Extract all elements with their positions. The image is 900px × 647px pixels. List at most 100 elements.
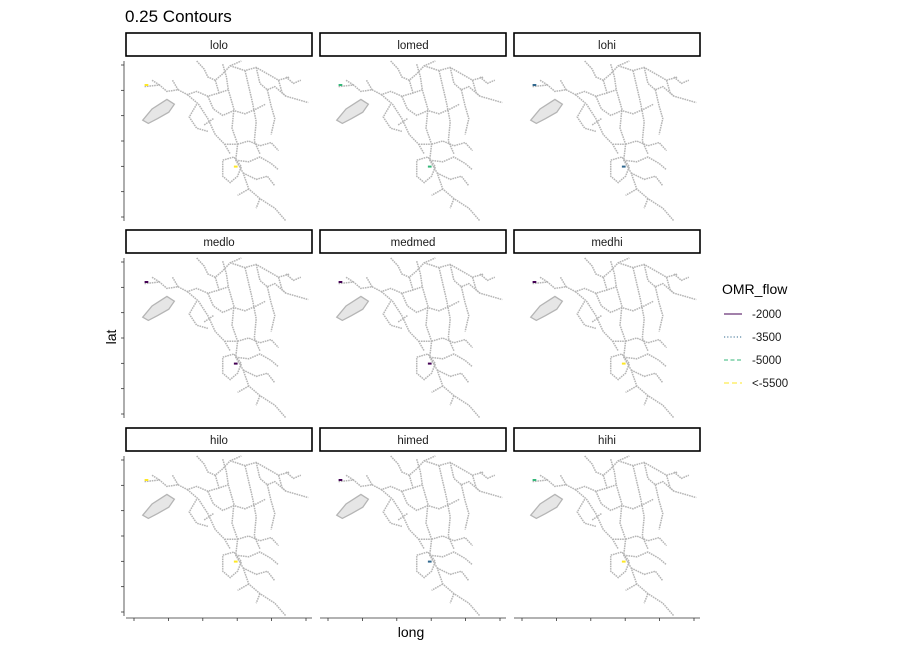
waterway-channel [228,90,286,221]
y-axis-title: lat [103,330,119,345]
waterway-channel [430,157,473,170]
waterway-channel [432,536,473,546]
waterway-channel [473,80,480,96]
waterway-channel [243,173,275,186]
waterway-channel [391,258,436,277]
x-axis [320,617,506,621]
waterway-channel [256,396,260,406]
waterway-channel [432,338,473,348]
waterway-channel [267,287,274,332]
facet-panel-hilo: hilo [121,428,312,621]
waterway-channel [346,80,353,85]
waterway-channel [383,499,402,526]
waterway-channel [367,277,373,287]
facet-label: hilo [210,435,228,447]
facet-label: hihi [598,435,616,447]
facet-strip [513,427,701,452]
waterway-channel [204,514,213,520]
waterway-channel [631,173,663,186]
delta-map [531,61,697,221]
waterway-channel [616,485,674,616]
waterway-channel [432,386,443,392]
waterway-channel [603,277,607,290]
waterway-channel [243,568,275,581]
waterway-channel [208,491,266,510]
waterway-channel [626,536,667,546]
waterway-channel [624,157,667,170]
waterway-channel [208,96,266,115]
waterway-channel [577,301,596,328]
waterway-channel [383,301,402,328]
waterway-channel [256,199,260,209]
waterway-channel [626,584,637,590]
waterway-channel [450,462,502,497]
waterway-channel [430,552,473,565]
waterway-channel [644,67,696,102]
waterway-channel [596,96,654,115]
waterway-channel [585,258,630,277]
waterway-channel [256,264,308,299]
waterway-channel [417,157,436,183]
delta-map [337,456,503,616]
waterway-channel [417,552,436,578]
waterway-channel [228,485,286,616]
waterway-channel [473,475,480,491]
waterway-channel [204,119,213,125]
waterway-channel [450,594,454,604]
waterway-channel [173,80,179,90]
waterway-channel [674,77,689,83]
facet-label: himed [397,435,428,447]
waterway-channel [189,104,208,131]
waterway-channel [437,370,469,383]
waterway-channel [644,462,696,497]
waterway-channel [596,293,654,312]
waterway-channel [533,85,617,96]
waterway-channel [398,316,407,322]
waterway-channel [461,485,468,530]
suisun-bay-shape [143,296,175,320]
waterway-channel [230,66,290,80]
waterway-channel [236,157,279,170]
waterway-channel [540,80,547,85]
facet-strip [513,229,701,254]
waterway-channel [346,475,353,480]
waterway-channel [286,274,301,280]
delta-map [337,258,503,418]
facet-panel-medhi: medhi [514,230,700,418]
waterway-channel [279,80,286,96]
waterway-channel [480,472,495,478]
legend-item: -2000 [724,309,781,321]
waterway-channel [611,354,630,380]
waterway-channel [189,499,208,526]
waterway-channel [655,287,662,332]
waterway-channel [437,173,469,186]
legend-label: -3500 [752,332,781,344]
suisun-bay-shape [337,99,369,123]
waterway-channel [626,338,667,348]
waterway-channel [644,199,648,209]
suisun-bay-shape [337,494,369,518]
waterway-channel [173,277,179,287]
waterway-channel [256,67,308,102]
waterway-channel [215,277,219,290]
legend-label: -2000 [752,309,781,321]
waterway-channel [267,90,274,135]
waterway-channel [391,456,436,475]
waterway-channel [585,61,630,80]
waterway-channel [611,64,617,90]
waterway-channel [391,61,436,80]
waterway-channel [540,475,547,480]
waterway-channel [603,80,607,93]
waterway-channel [618,66,678,80]
waterway-channel [461,90,468,135]
waterway-channel [450,67,502,102]
waterway-channel [402,96,460,115]
waterway-channel [655,90,662,135]
facet-panel-medlo: medlo [121,230,312,418]
waterway-channel [585,456,630,475]
waterway-channel [618,461,678,475]
waterway-channel [422,287,480,418]
y-axis [121,61,125,221]
waterway-channel [561,80,567,90]
waterway-channel [432,141,473,151]
